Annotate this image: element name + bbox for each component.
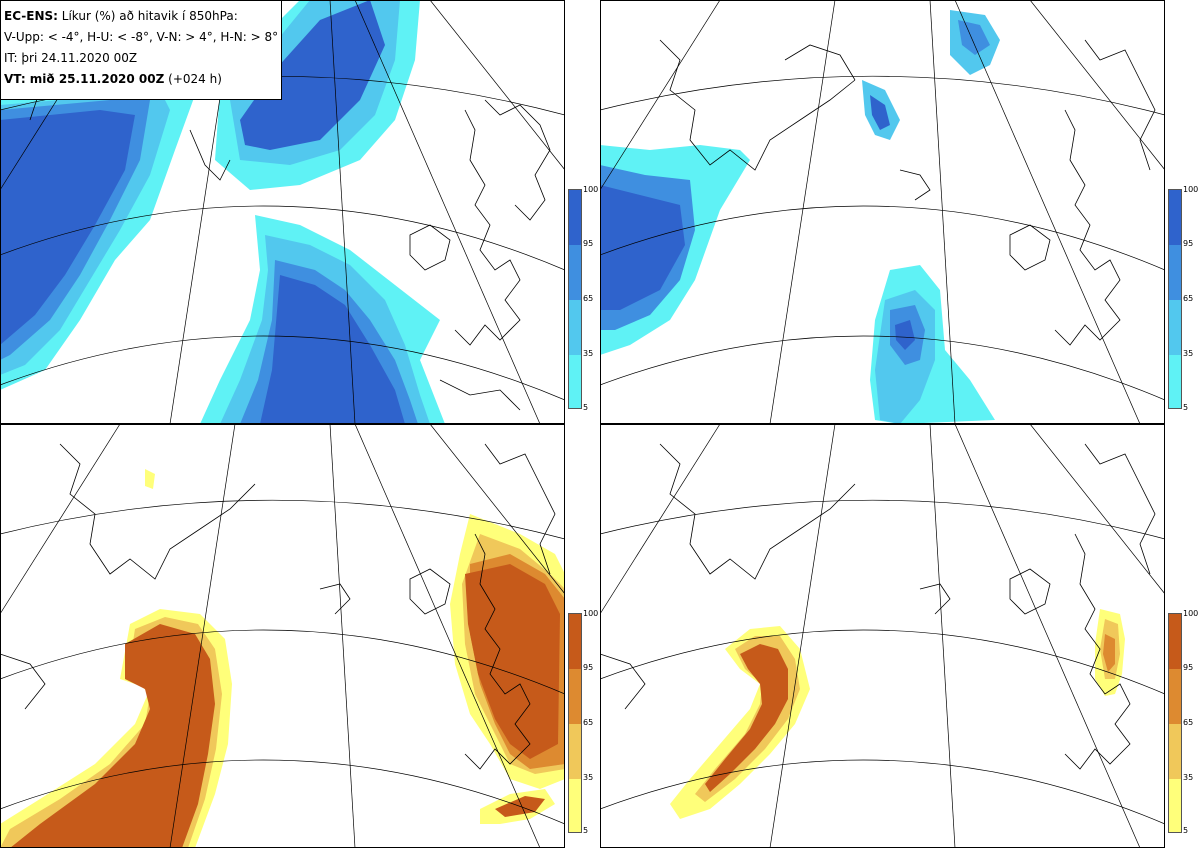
tick-65: 65	[583, 294, 594, 303]
map-cold-minus8	[600, 0, 1165, 424]
tick-95: 95	[583, 663, 594, 672]
tick-5: 5	[1183, 403, 1189, 412]
info-line-3: IT: þri 24.11.2020 00Z	[4, 51, 138, 65]
tick-5: 5	[583, 826, 589, 835]
forecast-info-box: EC-ENS: Líkur (%) að hitavik í 850hPa: V…	[0, 0, 282, 100]
map-panel-bottom-left	[0, 424, 565, 848]
tick-65: 65	[583, 718, 594, 727]
map-panel-top-right	[600, 0, 1165, 424]
tick-65: 65	[1183, 294, 1194, 303]
tick-35: 35	[583, 349, 594, 358]
tick-100: 100	[1183, 609, 1199, 618]
colorbar-blue-2	[1168, 189, 1182, 409]
map-panel-bottom-right	[600, 424, 1165, 848]
tick-95: 95	[1183, 663, 1194, 672]
info-line-2: V-Upp: < -4°, H-U: < -8°, V-N: > 4°, H-N…	[4, 30, 279, 44]
tick-95: 95	[583, 239, 594, 248]
map-warm-plus4	[0, 424, 565, 848]
map-panel-top-left: EC-ENS: Líkur (%) að hitavik í 850hPa: V…	[0, 0, 565, 424]
colorbar-orange-1	[568, 613, 582, 833]
map-warm-plus8	[600, 424, 1165, 848]
tick-100: 100	[583, 609, 599, 618]
tick-95: 95	[1183, 239, 1194, 248]
tick-5: 5	[583, 403, 589, 412]
tick-100: 100	[583, 185, 599, 194]
info-line-1: EC-ENS: Líkur (%) að hitavik í 850hPa:	[4, 9, 238, 23]
tick-100: 100	[1183, 185, 1199, 194]
colorbar-orange-2	[1168, 613, 1182, 833]
info-line-4: VT: mið 25.11.2020 00Z (+024 h)	[4, 72, 222, 86]
tick-35: 35	[1183, 773, 1194, 782]
tick-35: 35	[583, 773, 594, 782]
colorbar-blue-1	[568, 189, 582, 409]
tick-35: 35	[1183, 349, 1194, 358]
tick-5: 5	[1183, 826, 1189, 835]
tick-65: 65	[1183, 718, 1194, 727]
map-cold-minus4	[0, 0, 565, 424]
